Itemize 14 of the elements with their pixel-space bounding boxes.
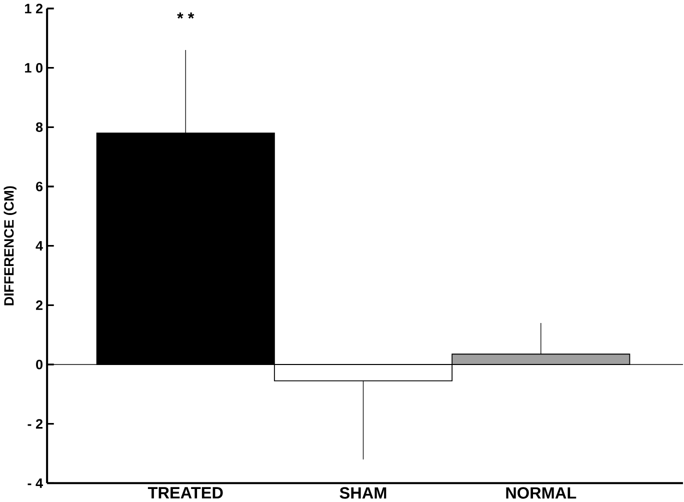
y-tick-label: 2 xyxy=(36,300,43,310)
x-tick-label: TREATED xyxy=(148,486,223,498)
y-tick-label: 4 xyxy=(36,240,43,250)
annotation: * * xyxy=(177,12,194,18)
x-tick-label: SHAM xyxy=(340,486,386,498)
y-tick-label: 1 2 xyxy=(25,4,43,14)
y-tick-label: 6 xyxy=(36,181,43,192)
y-tick-label: - 4 xyxy=(28,478,43,488)
y-tick-label: 0 xyxy=(36,359,43,370)
y-axis-title: DIFFERENCE (CM) xyxy=(4,186,16,306)
x-tick-label: NORMAL xyxy=(506,486,576,498)
y-tick-label: 1 0 xyxy=(25,62,42,72)
y-tick-label: - 2 xyxy=(28,418,43,428)
y-tick-label: 8 xyxy=(36,122,43,132)
